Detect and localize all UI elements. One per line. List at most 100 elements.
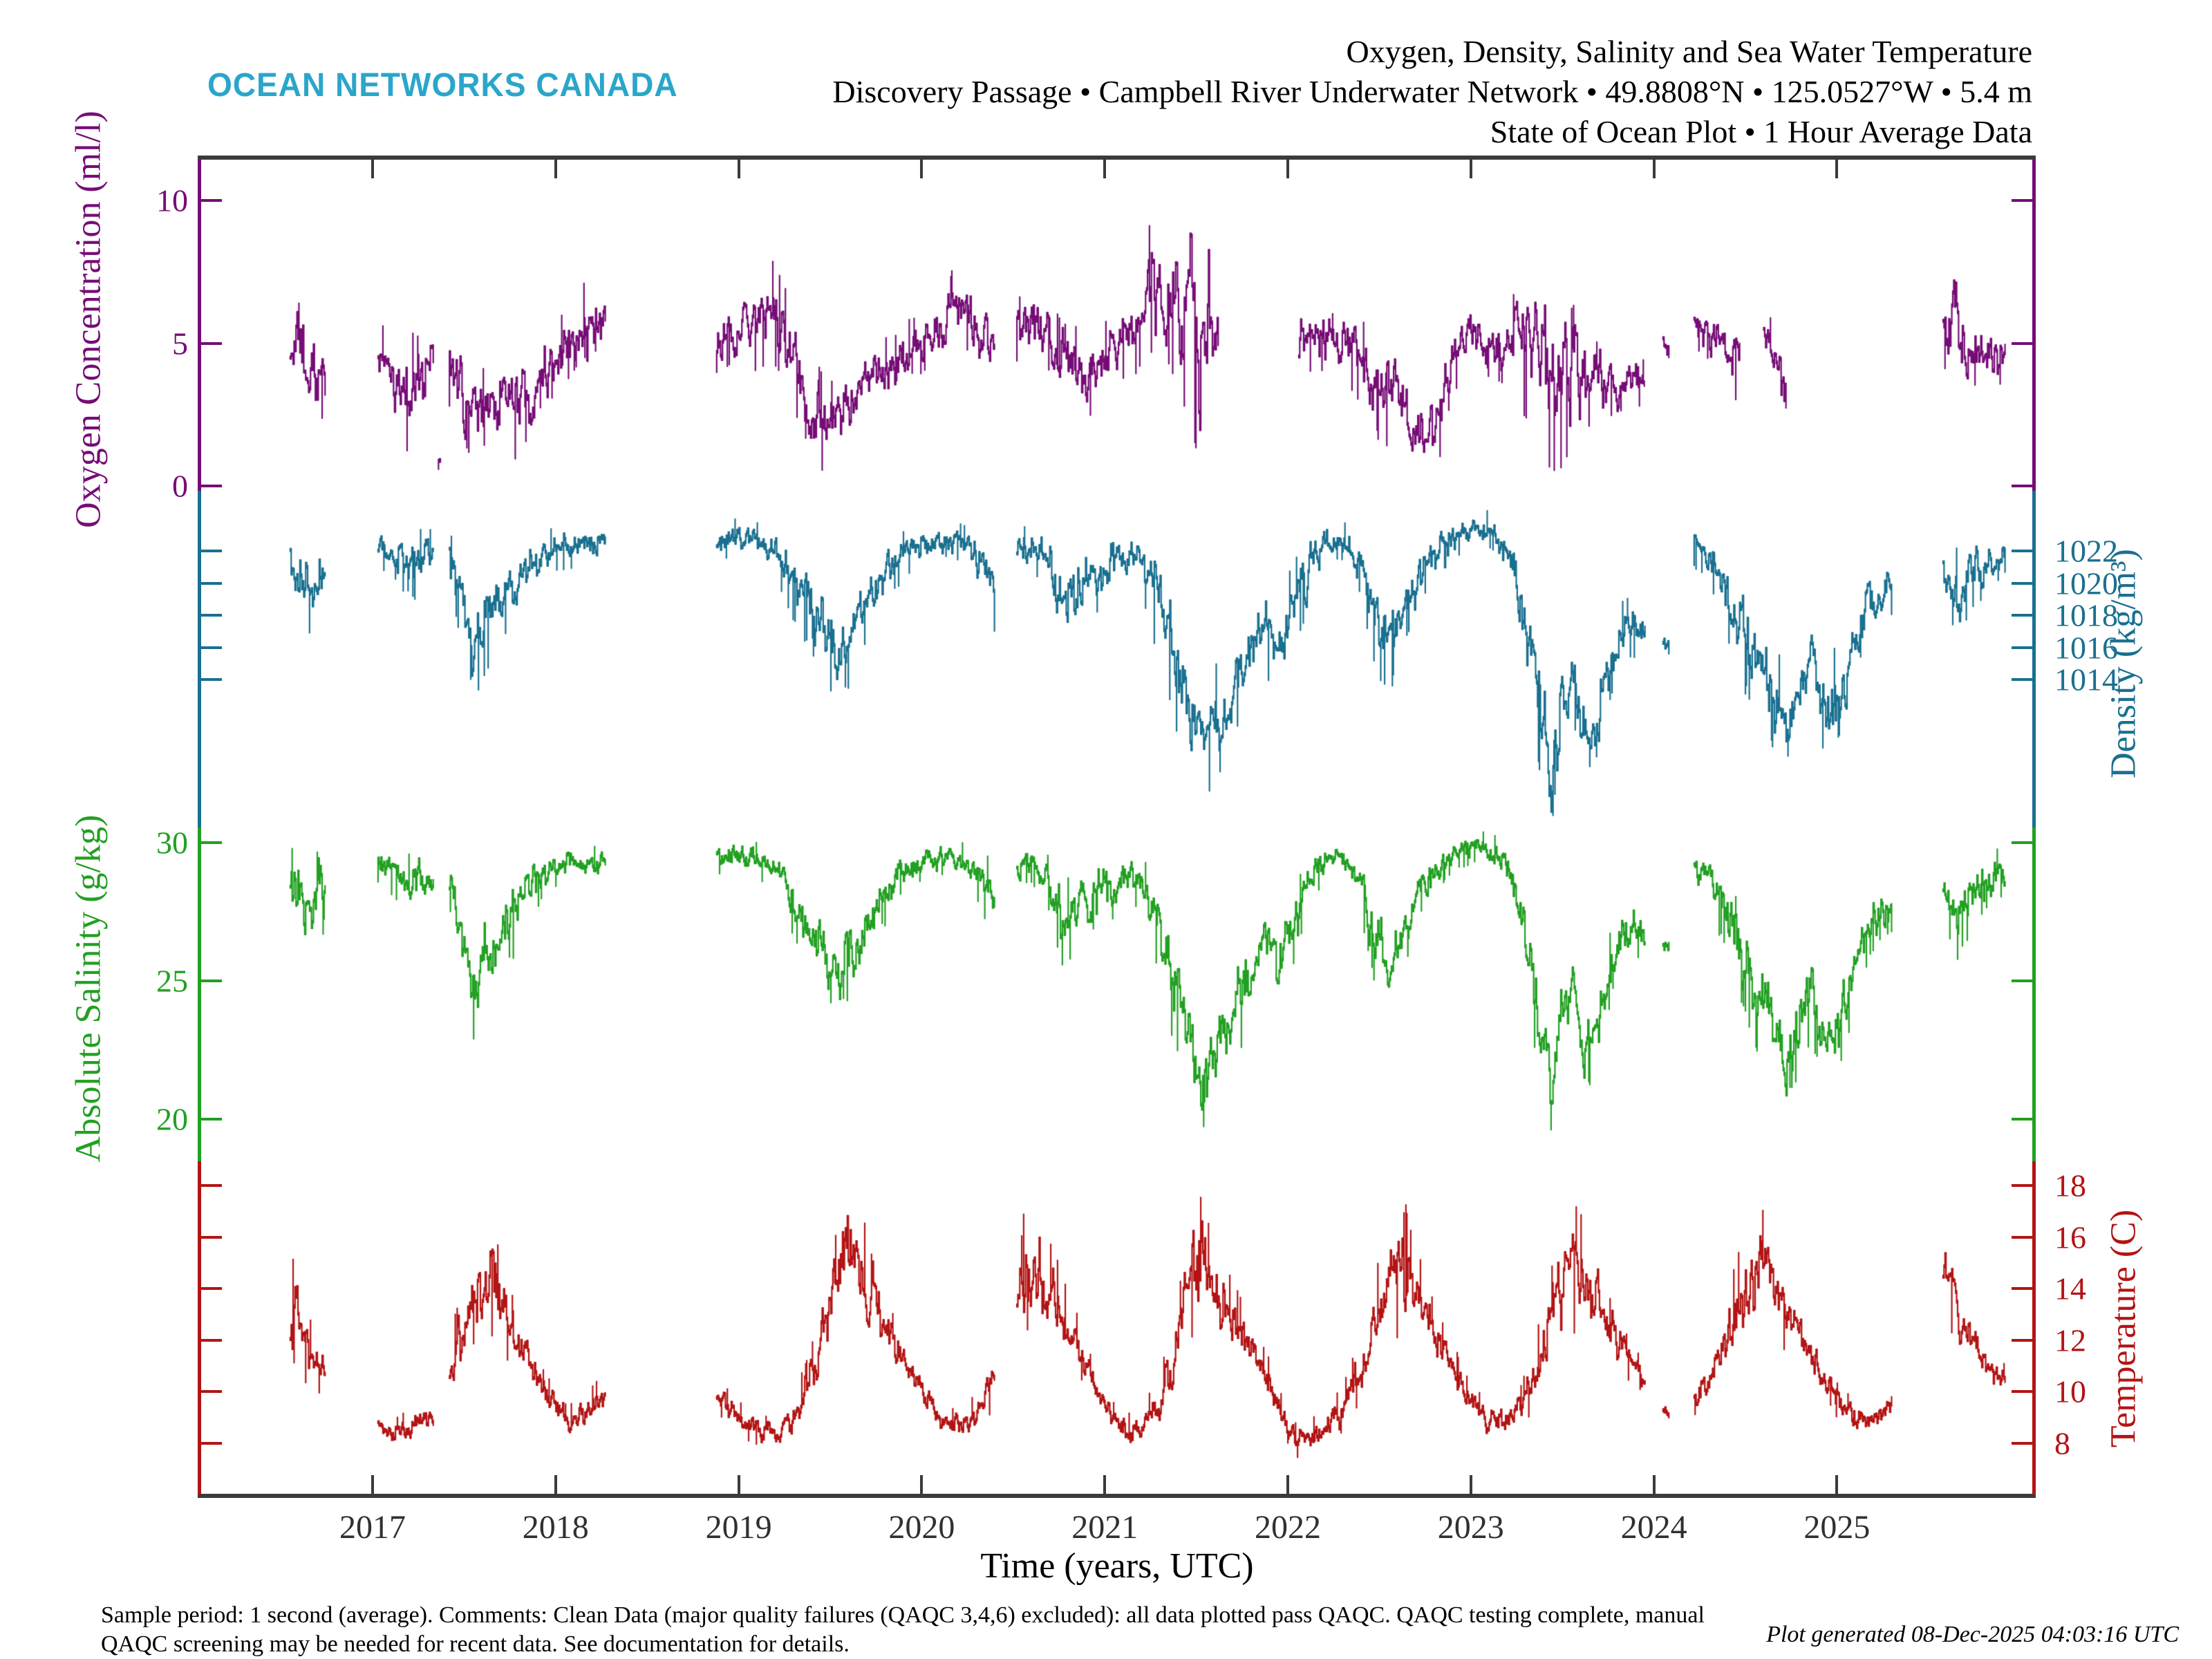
tick-temperature-right-18 [2012, 1184, 2032, 1187]
year-tick-bottom-2017 [371, 1475, 374, 1494]
tick-density-left-1016 [201, 646, 222, 649]
tick-salinity-left-25 [201, 980, 222, 982]
ocean-networks-canada-logo: OCEAN NETWORKS CANADA [207, 67, 678, 104]
axis-segment-right-oxygen [2032, 159, 2036, 491]
tick-label-temperature-14: 14 [2054, 1271, 2086, 1306]
year-tick-top-2025 [1835, 159, 1839, 178]
tick-label-oxygen-10: 10 [156, 182, 188, 218]
tick-density-right-1022 [2012, 550, 2032, 552]
title-line-1: Oxygen, Density, Salinity and Sea Water … [1346, 34, 2032, 69]
tick-density-right-1014 [2012, 678, 2032, 681]
tick-label-temperature-18: 18 [2054, 1168, 2086, 1203]
year-tick-top-2018 [554, 159, 557, 178]
year-tick-top-2017 [371, 159, 374, 178]
tick-oxygen-right-10 [2012, 199, 2032, 202]
tick-label-salinity-20: 20 [156, 1101, 188, 1137]
tick-temperature-right-14 [2012, 1287, 2032, 1291]
year-tick-bottom-2025 [1835, 1475, 1839, 1494]
tick-label-oxygen-5: 5 [172, 326, 188, 361]
tick-density-left-1022 [201, 550, 222, 552]
tick-density-right-1020 [2012, 581, 2032, 585]
year-label-2025: 2025 [1803, 1509, 1871, 1546]
axis-title-temperature: Temperature (C) [2103, 1209, 2144, 1448]
plot-title-block: Oxygen, Density, Salinity and Sea Water … [832, 32, 2032, 152]
footer-comment-line-2: QAQC screening may be needed for recent … [101, 1631, 850, 1657]
plot-generated-timestamp: Plot generated 08-Dec-2025 04:03:16 UTC [1766, 1622, 2179, 1647]
tick-temperature-left-12 [201, 1338, 222, 1342]
tick-density-left-1020 [201, 581, 222, 585]
tick-label-temperature-16: 16 [2054, 1219, 2086, 1255]
axis-title-density: Density (kg/m³) [2103, 549, 2144, 778]
tick-temperature-right-16 [2012, 1235, 2032, 1239]
year-tick-top-2023 [1469, 159, 1472, 178]
axis-segment-left-oxygen [198, 159, 201, 491]
tick-label-density-1020: 1020 [2054, 565, 2118, 601]
year-tick-bottom-2024 [1652, 1475, 1656, 1494]
year-tick-bottom-2019 [737, 1475, 740, 1494]
axis-segment-right-temperature [2032, 1161, 2036, 1494]
year-tick-bottom-2021 [1103, 1475, 1107, 1494]
tick-salinity-right-20 [2012, 1118, 2032, 1121]
tick-label-temperature-10: 10 [2054, 1374, 2086, 1409]
tick-label-temperature-8: 8 [2054, 1425, 2070, 1461]
tick-temperature-right-8 [2012, 1442, 2032, 1445]
year-tick-bottom-2022 [1286, 1475, 1289, 1494]
axis-segment-left-temperature [198, 1161, 201, 1494]
tick-oxygen-left-0 [201, 485, 222, 487]
axis-segment-right-density [2032, 491, 2036, 827]
tick-density-right-1018 [2012, 614, 2032, 617]
tick-label-salinity-30: 30 [156, 825, 188, 861]
tick-temperature-left-14 [201, 1287, 222, 1291]
axis-segment-left-density [198, 491, 201, 827]
year-label-2021: 2021 [1071, 1509, 1138, 1546]
year-label-2023: 2023 [1437, 1509, 1504, 1546]
title-line-2: Discovery Passage • Campbell River Under… [832, 74, 2032, 109]
tick-label-temperature-12: 12 [2054, 1322, 2086, 1358]
time-series-canvas [201, 159, 2032, 1494]
tick-oxygen-left-5 [201, 341, 222, 345]
tick-label-density-1016: 1016 [2054, 630, 2118, 665]
year-label-2017: 2017 [339, 1509, 406, 1546]
year-label-2019: 2019 [705, 1509, 772, 1546]
tick-oxygen-right-5 [2012, 341, 2032, 345]
title-line-3: State of Ocean Plot • 1 Hour Average Dat… [1490, 114, 2032, 149]
tick-salinity-left-30 [201, 841, 222, 844]
axis-segment-left-salinity [198, 827, 201, 1161]
axis-title-salinity: Absolute Salinity (g/kg) [68, 814, 109, 1163]
tick-temperature-left-8 [201, 1442, 222, 1445]
tick-salinity-right-30 [2012, 841, 2032, 844]
tick-temperature-left-16 [201, 1235, 222, 1239]
year-label-2020: 2020 [888, 1509, 955, 1546]
axis-segment-right-salinity [2032, 827, 2036, 1161]
year-label-2018: 2018 [522, 1509, 589, 1546]
tick-temperature-right-12 [2012, 1338, 2032, 1342]
plot-bottom-border [198, 1494, 2036, 1498]
year-tick-bottom-2023 [1469, 1475, 1472, 1494]
tick-density-left-1014 [201, 678, 222, 681]
tick-oxygen-left-10 [201, 199, 222, 202]
year-label-2022: 2022 [1255, 1509, 1321, 1546]
footer-comment-line-1: Sample period: 1 second (average). Comme… [101, 1602, 1705, 1628]
x-axis-title: Time (years, UTC) [980, 1546, 1254, 1586]
axis-title-oxygen: Oxygen Concentration (ml/l) [68, 111, 109, 528]
year-tick-top-2022 [1286, 159, 1289, 178]
year-tick-top-2019 [737, 159, 740, 178]
tick-salinity-left-20 [201, 1118, 222, 1121]
tick-label-salinity-25: 25 [156, 963, 188, 999]
tick-label-density-1022: 1022 [2054, 533, 2118, 569]
plot-top-border [198, 156, 2036, 160]
year-label-2024: 2024 [1620, 1509, 1687, 1546]
year-tick-top-2021 [1103, 159, 1107, 178]
tick-temperature-left-18 [201, 1184, 222, 1187]
tick-density-left-1018 [201, 614, 222, 617]
tick-label-density-1014: 1014 [2054, 662, 2118, 697]
tick-temperature-left-10 [201, 1390, 222, 1394]
year-tick-top-2024 [1652, 159, 1656, 178]
tick-label-oxygen-0: 0 [172, 468, 188, 504]
tick-label-density-1018: 1018 [2054, 597, 2118, 633]
tick-oxygen-right-0 [2012, 485, 2032, 487]
tick-density-right-1016 [2012, 646, 2032, 649]
tick-salinity-right-25 [2012, 980, 2032, 982]
